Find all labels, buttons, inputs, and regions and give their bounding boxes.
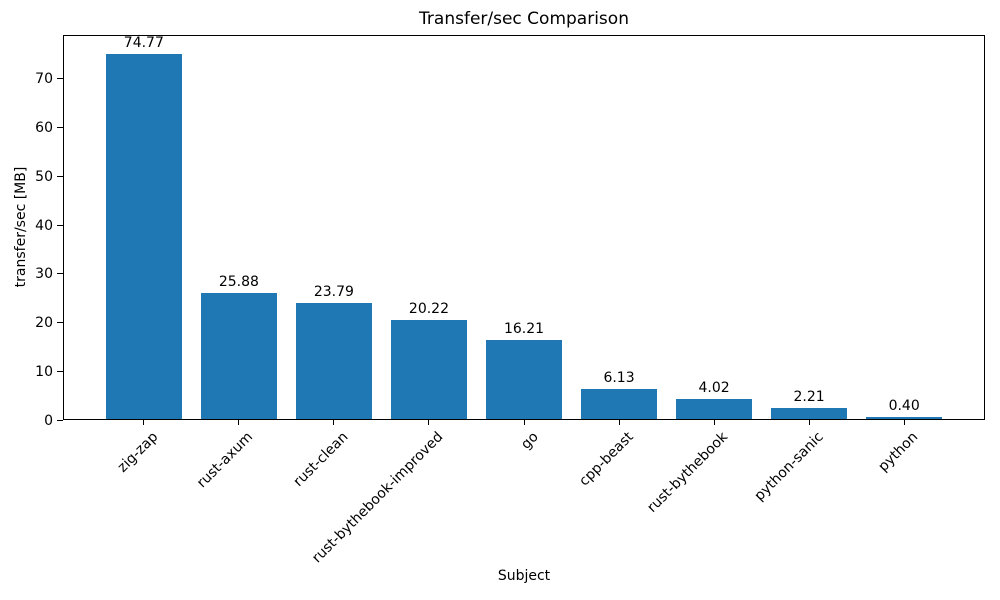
x-axis-label: Subject: [497, 568, 551, 584]
bar-value-label: 4.02: [698, 380, 730, 397]
plot-area: 0 10 20 30 40 50 60 70 74.77 zig-zap 25.88 rust-axu…: [35, 34, 985, 566]
x-axis-tick: [903, 419, 905, 425]
x-axis-tick: [808, 419, 810, 425]
y-tick-label: 10: [35, 364, 53, 381]
x-tick-label-rust-bythebook: rust-bythebook: [644, 429, 732, 516]
bar-value-label: 16.21: [503, 320, 545, 337]
x-tick-label-zig-zap: zig-zap: [114, 429, 162, 476]
x-tick-label-rust-clean: rust-clean: [290, 429, 352, 490]
bar-go: [485, 339, 562, 419]
y-tick-label: 70: [35, 70, 53, 87]
bar-value-label: 23.79: [313, 283, 354, 300]
x-axis-tick: [523, 419, 525, 425]
chart-title: Transfer/sec Comparison: [419, 9, 629, 29]
x-axis-tick: [333, 419, 335, 425]
x-tick-label-go: go: [517, 429, 542, 453]
y-axis-tick: [57, 371, 63, 373]
bar-cpp-beast: [581, 389, 658, 419]
y-tick-label: 50: [35, 168, 53, 185]
bar-rust-bythebook: [676, 399, 753, 419]
x-tick-label-cpp-beast: cpp-beast: [575, 429, 637, 490]
bar-rust-bythebook-improved: [390, 320, 467, 419]
y-axis-tick: [57, 224, 63, 226]
y-axis-label-text: transfer/sec [MB]: [13, 166, 29, 288]
bar-value-label: 25.88: [218, 273, 259, 290]
y-axis-tick: [57, 175, 63, 177]
x-axis-tick: [428, 419, 430, 425]
y-tick-label: 0: [44, 413, 53, 429]
y-axis-tick: [57, 77, 63, 79]
x-axis-tick: [143, 419, 145, 425]
x-tick-label-python: python: [875, 429, 922, 475]
y-axis-tick: [57, 420, 63, 421]
y-axis-tick: [57, 322, 63, 324]
x-axis-tick: [618, 419, 620, 425]
bar-value-label: 74.77: [123, 34, 164, 51]
bar-rust-axum: [200, 292, 277, 419]
y-tick-label: 20: [35, 315, 53, 332]
y-axis-tick: [57, 273, 63, 275]
bar-value-label: 20.22: [408, 301, 449, 318]
x-axis-tick: [238, 419, 240, 425]
bar-rust-clean: [295, 302, 372, 419]
x-tick-label-rust-axum: rust-axum: [194, 429, 257, 492]
y-tick-label: 40: [35, 217, 53, 234]
bar-python: [866, 417, 943, 419]
y-tick-label: 30: [35, 266, 53, 283]
bar-zig-zap: [105, 53, 182, 419]
bar-value-label: 6.13: [603, 370, 635, 387]
x-tick-label-python-sanic: python-sanic: [751, 429, 827, 505]
bar-python-sanic: [771, 408, 848, 419]
y-tick-label: 60: [35, 119, 53, 136]
y-axis-tick: [57, 126, 63, 128]
bar-value-label: 0.40: [888, 398, 920, 415]
x-axis-tick: [713, 419, 715, 425]
bar-value-label: 2.21: [793, 389, 825, 406]
